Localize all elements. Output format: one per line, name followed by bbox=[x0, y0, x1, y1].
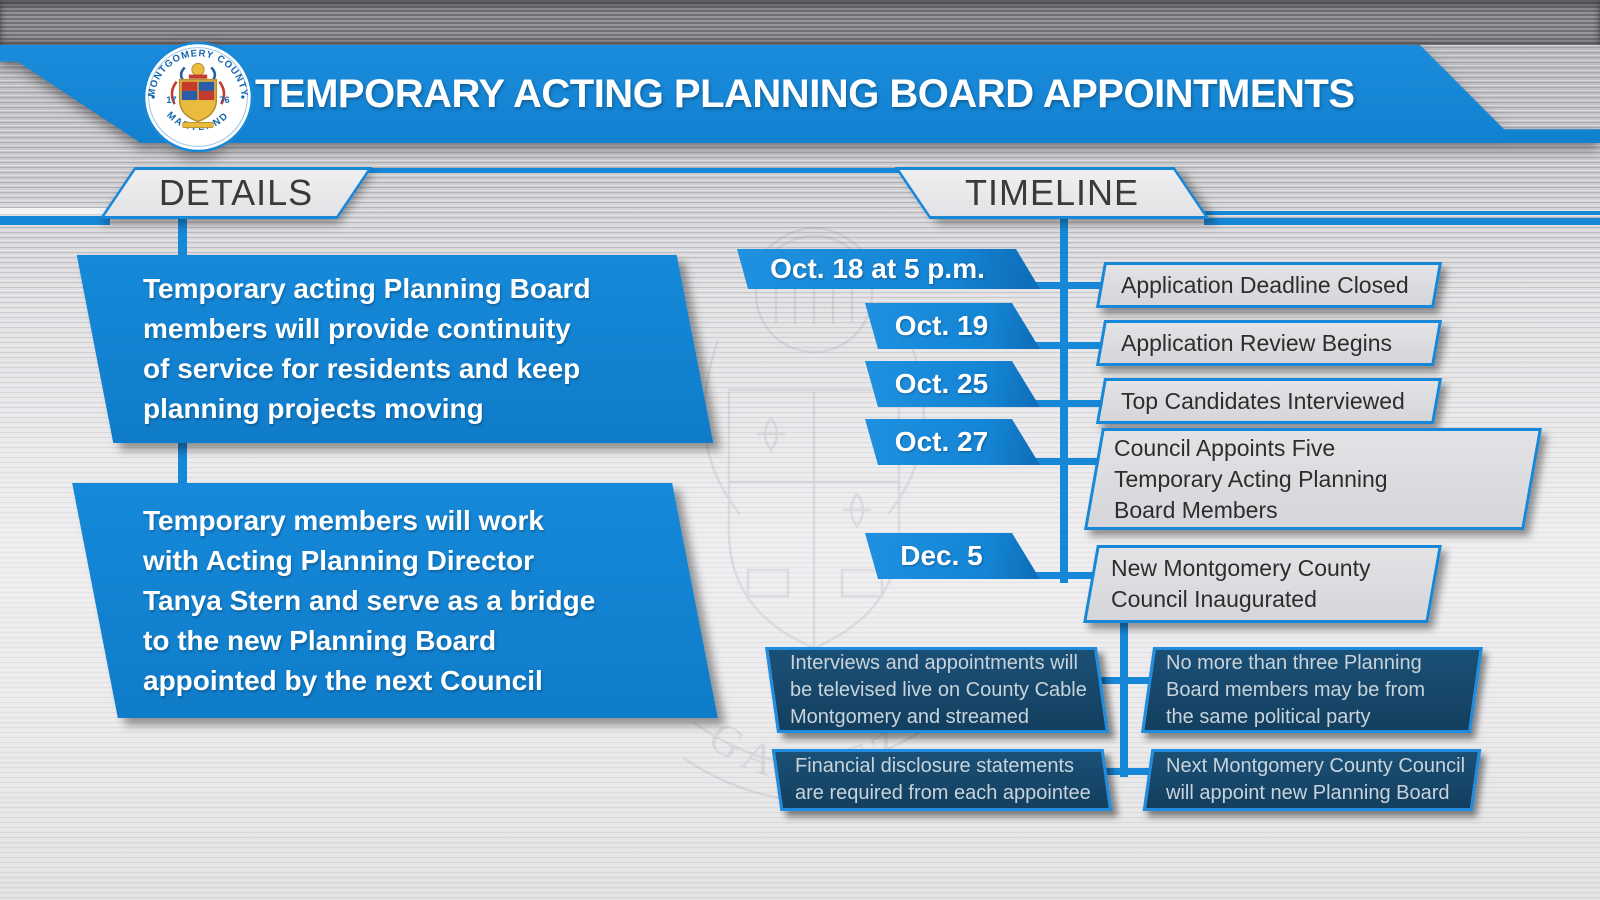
event-box-text: Application Deadline Closed bbox=[1103, 265, 1435, 305]
date-label: Oct. 25 bbox=[894, 368, 989, 399]
notes-connector bbox=[1090, 677, 1152, 684]
text-line: members will provide continuity bbox=[143, 313, 571, 344]
header-banner-ribbon bbox=[0, 45, 1600, 143]
event-box-text: Top Candidates Interviewed bbox=[1103, 381, 1435, 421]
seal-year-left: 17 bbox=[166, 95, 176, 105]
date-tag-dec5: Dec. 5 bbox=[865, 533, 1040, 579]
note-box-text: Interviews and appointments will be tele… bbox=[774, 650, 1100, 730]
date-label: Dec. 5 bbox=[900, 540, 983, 571]
timeline-connector bbox=[1005, 282, 1107, 289]
mid-rule-blue bbox=[348, 168, 918, 173]
text-line: Temporary Acting Planning bbox=[1114, 465, 1388, 492]
event-box-text: Application Review Begins bbox=[1103, 323, 1435, 363]
text-line: the same political party bbox=[1166, 705, 1371, 728]
text-line: Board Members bbox=[1114, 496, 1278, 523]
event-box-appointments: Council Appoints Five Temporary Acting P… bbox=[1084, 428, 1542, 530]
text-line: of service for residents and keep bbox=[143, 353, 581, 384]
text-line: Interviews and appointments will bbox=[790, 651, 1078, 674]
details-box-bridge: Temporary members will work with Acting … bbox=[72, 483, 718, 718]
text-line: Top Candidates Interviewed bbox=[1121, 387, 1405, 414]
text-line: planning projects moving bbox=[143, 393, 484, 424]
date-label: Oct. 19 bbox=[894, 310, 989, 341]
timeline-connector bbox=[1005, 342, 1107, 349]
note-box-televised: Interviews and appointments will be tele… bbox=[764, 647, 1110, 733]
left-rule-white bbox=[0, 208, 106, 214]
seal-year-right: 76 bbox=[219, 95, 229, 105]
left-rule-blue bbox=[0, 216, 110, 225]
event-box-text: Council Appoints Five Temporary Acting P… bbox=[1096, 431, 1530, 527]
details-section-header: DETAILS bbox=[99, 167, 373, 219]
timeline-connector bbox=[1005, 400, 1107, 407]
text-line: New Montgomery County bbox=[1111, 555, 1371, 581]
date-tag-oct25: Oct. 25 bbox=[865, 361, 1040, 407]
text-line: Next Montgomery County Council bbox=[1166, 755, 1466, 777]
date-tag-oct18: Oct. 18 at 5 p.m. bbox=[737, 249, 1040, 289]
timeline-section-header: TIMELINE bbox=[894, 167, 1210, 219]
text-line: No more than three Planning bbox=[1166, 651, 1422, 674]
event-box-inauguration: New Montgomery County Council Inaugurate… bbox=[1083, 545, 1442, 623]
notes-connector bbox=[1090, 768, 1152, 775]
text-line: to the new Planning Board bbox=[143, 624, 497, 656]
montgomery-county-seal-icon: MONTGOMERY COUNTY MARYLAND 17 76 bbox=[142, 41, 254, 153]
event-box-interviews: Top Candidates Interviewed bbox=[1095, 378, 1443, 424]
note-box-text: Next Montgomery County Council will appo… bbox=[1150, 752, 1474, 808]
header-banner: TEMPORARY ACTING PLANNING BOARD APPOINTM… bbox=[0, 41, 1600, 153]
text-line: Application Review Begins bbox=[1121, 329, 1393, 356]
text-line: will appoint new Planning Board bbox=[1166, 782, 1450, 804]
note-box-next-council: Next Montgomery County Council will appo… bbox=[1142, 749, 1482, 811]
top-metal-strip bbox=[0, 0, 1600, 45]
text-line: with Acting Planning Director bbox=[143, 544, 534, 576]
event-box-review: Application Review Begins bbox=[1095, 320, 1443, 366]
text-line: Council Appoints Five bbox=[1114, 434, 1336, 461]
text-line: Temporary acting Planning Board bbox=[143, 273, 591, 304]
text-line: be televised live on County Cable bbox=[790, 678, 1087, 701]
timeline-connector bbox=[1005, 572, 1107, 579]
event-box-deadline: Application Deadline Closed bbox=[1095, 262, 1443, 308]
event-box-text: New Montgomery County Council Inaugurate… bbox=[1093, 548, 1432, 620]
text-line: Montgomery and streamed bbox=[790, 705, 1030, 728]
note-box-party-limit: No more than three Planning Board member… bbox=[1140, 647, 1484, 733]
text-line: Financial disclosure statements bbox=[795, 755, 1075, 777]
page-title: TEMPORARY ACTING PLANNING BOARD APPOINTM… bbox=[255, 72, 1355, 116]
details-box-continuity: Temporary acting Planning Board members … bbox=[76, 255, 714, 443]
details-box-text: Temporary acting Planning Board members … bbox=[95, 255, 695, 443]
right-rule-thick bbox=[1204, 218, 1600, 225]
date-tag-oct27: Oct. 27 bbox=[865, 419, 1040, 465]
text-line: are required from each appointee bbox=[795, 782, 1091, 804]
details-connector-line bbox=[178, 219, 187, 257]
text-line: Tanya Stern and serve as a bridge bbox=[143, 584, 596, 616]
details-section-label: DETAILS bbox=[158, 172, 314, 213]
text-line: Temporary members will work bbox=[143, 504, 544, 536]
text-line: Council Inaugurated bbox=[1111, 586, 1317, 612]
right-rule-thin bbox=[1204, 211, 1600, 215]
date-label: Oct. 27 bbox=[894, 426, 989, 457]
text-line: Application Deadline Closed bbox=[1121, 271, 1409, 298]
details-connector-line bbox=[178, 441, 187, 485]
note-box-disclosure: Financial disclosure statements are requ… bbox=[771, 749, 1113, 811]
notes-spine bbox=[1120, 620, 1128, 777]
date-label: Oct. 18 at 5 p.m. bbox=[770, 253, 985, 284]
details-box-text: Temporary members will work with Acting … bbox=[95, 483, 695, 718]
timeline-connector bbox=[1005, 458, 1107, 465]
text-line: Board members may be from bbox=[1166, 678, 1425, 701]
date-tag-oct19: Oct. 19 bbox=[865, 303, 1040, 349]
timeline-section-label: TIMELINE bbox=[964, 172, 1140, 213]
text-line: appointed by the next Council bbox=[143, 664, 543, 696]
note-box-text: No more than three Planning Board member… bbox=[1150, 650, 1474, 730]
note-box-text: Financial disclosure statements are requ… bbox=[779, 752, 1105, 808]
